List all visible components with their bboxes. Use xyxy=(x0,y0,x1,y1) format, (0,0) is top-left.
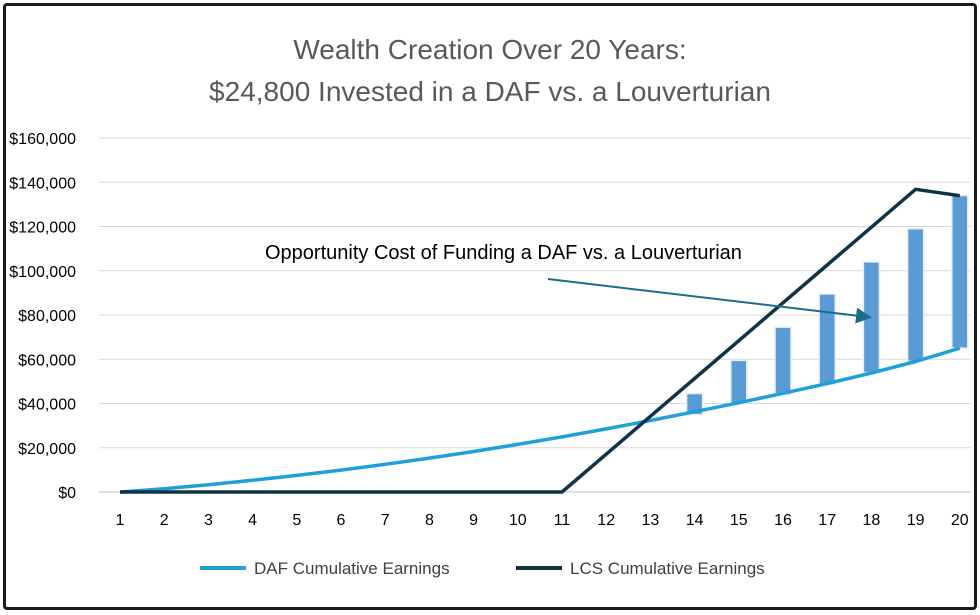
y-tick-label: $140,000 xyxy=(9,175,76,192)
x-tick-label: 12 xyxy=(597,512,615,529)
x-tick-label: 15 xyxy=(730,512,748,529)
x-tick-label: 19 xyxy=(907,512,925,529)
x-tick-label: 16 xyxy=(774,512,792,529)
x-tick-label: 14 xyxy=(686,512,704,529)
y-tick-label: $160,000 xyxy=(9,131,76,148)
x-tick-label: 3 xyxy=(204,512,213,529)
y-tick-label: $20,000 xyxy=(18,441,76,458)
x-tick-label: 4 xyxy=(248,512,257,529)
gap-bar xyxy=(774,326,792,396)
x-tick-label: 18 xyxy=(863,512,881,529)
x-tick-label: 20 xyxy=(951,512,969,529)
y-tick-label: $120,000 xyxy=(9,220,76,237)
x-tick-label: 1 xyxy=(116,512,125,529)
gap-bar xyxy=(730,359,748,405)
x-tick-label: 9 xyxy=(469,512,478,529)
x-tick-label: 13 xyxy=(642,512,660,529)
chart-subtitle: $24,800 Invested in a DAF vs. a Louvertu… xyxy=(209,76,771,107)
gap-bar xyxy=(818,293,836,386)
legend-label-daf: DAF Cumulative Earnings xyxy=(254,559,450,578)
x-tick-label: 6 xyxy=(337,512,346,529)
gap-bar xyxy=(906,227,925,363)
lcs-series-line xyxy=(120,187,961,494)
annotation-text: Opportunity Cost of Funding a DAF vs. a … xyxy=(265,242,742,264)
daf-series-line xyxy=(119,346,961,494)
annotation-arrow xyxy=(547,278,872,324)
y-tick-label: $40,000 xyxy=(18,397,76,414)
y-tick-label: $100,000 xyxy=(9,264,76,281)
chart-title: Wealth Creation Over 20 Years: xyxy=(293,34,687,65)
chart-frame: Wealth Creation Over 20 Years: $24,800 I… xyxy=(3,3,977,610)
gap-bar xyxy=(951,194,969,349)
x-tick-label: 2 xyxy=(160,512,169,529)
chart-canvas: $0 $20,000 $40,000 $60,000 $80,000 $100,000 $1… xyxy=(9,131,971,578)
legend-label-lcs: LCS Cumulative Earnings xyxy=(570,559,765,578)
y-tick-label: $0 xyxy=(58,485,76,502)
x-tick-label: 11 xyxy=(554,512,571,529)
y-tick-label: $60,000 xyxy=(18,352,76,369)
x-tick-label: 10 xyxy=(509,512,527,529)
x-tick-label: 5 xyxy=(292,512,301,529)
x-tick-label: 8 xyxy=(425,512,434,529)
y-tick-label: $80,000 xyxy=(18,308,76,325)
x-tick-label: 17 xyxy=(818,512,836,529)
x-tick-label: 7 xyxy=(381,512,390,529)
